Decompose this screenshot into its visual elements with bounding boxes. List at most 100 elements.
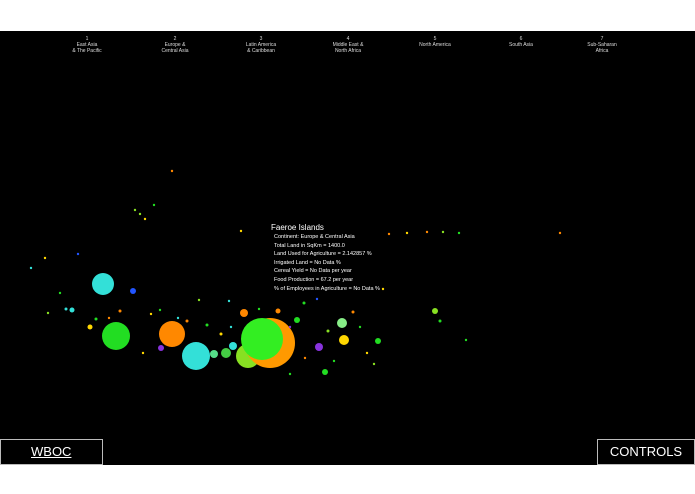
controls-button-label: CONTROLS	[609, 444, 683, 459]
tooltip-line: Cereal Yield = No Data per year	[274, 268, 352, 275]
region-name: Middle East & North Africa	[332, 42, 364, 54]
bubble-layer	[29, 169, 562, 376]
country-bubble[interactable]	[94, 317, 98, 321]
country-bubble[interactable]	[432, 308, 438, 314]
region-name: East Asia & The Pacific	[72, 42, 102, 54]
country-bubble[interactable]	[205, 323, 209, 327]
country-bubble[interactable]	[92, 273, 114, 295]
country-bubble[interactable]	[118, 309, 122, 313]
country-bubble[interactable]	[358, 325, 362, 329]
wboc-button[interactable]: WBOC	[0, 439, 103, 465]
country-bubble[interactable]	[275, 308, 281, 314]
region-name: North America	[419, 42, 451, 48]
country-bubble[interactable]	[197, 298, 201, 302]
country-bubble[interactable]	[464, 338, 468, 342]
region-number: 6	[519, 36, 523, 42]
region-name: South Asia	[509, 42, 533, 48]
country-bubble[interactable]	[425, 230, 429, 234]
bubble-plot[interactable]	[0, 31, 695, 465]
region-number: 3	[259, 36, 263, 42]
country-bubble[interactable]	[457, 231, 461, 235]
tooltip-line: Food Production = 67.2 per year	[274, 276, 354, 283]
country-bubble[interactable]	[29, 266, 33, 270]
tooltip-line: Land Used for Agriculture = 2.142857 %	[274, 251, 372, 258]
country-bubble[interactable]	[240, 309, 248, 317]
country-bubble[interactable]	[375, 338, 381, 344]
region-label-4[interactable]: 4 Middle East & North Africa	[313, 36, 383, 54]
country-bubble[interactable]	[221, 348, 231, 358]
country-bubble[interactable]	[176, 316, 180, 320]
country-bubble[interactable]	[182, 342, 210, 370]
country-bubble[interactable]	[303, 356, 307, 360]
country-bubble[interactable]	[133, 208, 137, 212]
region-number: 1	[85, 36, 89, 42]
country-bubble[interactable]	[257, 307, 261, 311]
region-name: Europe & Central Asia	[161, 42, 189, 54]
visualization-canvas[interactable]: 1 East Asia & The Pacific 2 Europe & Cen…	[0, 31, 695, 465]
region-number: 5	[433, 36, 437, 42]
region-name: Sub-Saharan Africa	[587, 42, 617, 54]
country-bubble[interactable]	[288, 372, 292, 376]
country-bubble[interactable]	[315, 297, 319, 301]
country-bubble[interactable]	[219, 332, 223, 336]
country-bubble[interactable]	[159, 321, 185, 347]
country-bubble[interactable]	[141, 351, 145, 355]
region-label-3[interactable]: 3 Latin America & Caribbean	[226, 36, 296, 54]
country-bubble[interactable]	[158, 345, 164, 351]
country-bubble[interactable]	[405, 231, 409, 235]
controls-button[interactable]: CONTROLS	[597, 439, 695, 465]
country-bubble[interactable]	[372, 362, 376, 366]
country-bubble[interactable]	[138, 212, 142, 216]
country-bubble[interactable]	[239, 229, 243, 233]
country-bubble[interactable]	[294, 317, 300, 323]
country-bubble[interactable]	[322, 369, 328, 375]
country-bubble[interactable]	[149, 312, 153, 316]
country-bubble[interactable]	[69, 307, 75, 313]
tooltip-line: Continent: Europe & Central Asia	[274, 234, 355, 240]
country-bubble[interactable]	[229, 325, 233, 329]
tooltip-line: % of Employees in Agriculture = No Data …	[274, 285, 380, 292]
country-bubble[interactable]	[107, 316, 111, 320]
country-tooltip: Faeroe Islands Continent: Europe & Centr…	[271, 223, 380, 293]
country-bubble[interactable]	[387, 232, 391, 236]
country-bubble[interactable]	[241, 318, 283, 360]
country-bubble[interactable]	[332, 359, 336, 363]
country-bubble[interactable]	[315, 343, 323, 351]
country-bubble[interactable]	[102, 322, 130, 350]
country-bubble[interactable]	[558, 231, 562, 235]
country-bubble[interactable]	[152, 203, 156, 207]
country-bubble[interactable]	[441, 230, 445, 234]
country-bubble[interactable]	[288, 325, 292, 329]
region-label-2[interactable]: 2 Europe & Central Asia	[140, 36, 210, 54]
country-bubble[interactable]	[229, 342, 237, 350]
country-bubble[interactable]	[337, 318, 347, 328]
wboc-button-label: WBOC	[31, 444, 72, 459]
region-label-5[interactable]: 5 North America	[400, 36, 470, 48]
country-bubble[interactable]	[210, 350, 218, 358]
country-bubble[interactable]	[76, 252, 80, 256]
country-bubble[interactable]	[87, 324, 93, 330]
country-bubble[interactable]	[381, 287, 385, 291]
country-bubble[interactable]	[158, 308, 162, 312]
country-bubble[interactable]	[365, 351, 369, 355]
country-bubble[interactable]	[438, 319, 442, 323]
region-number: 4	[346, 36, 350, 42]
region-label-7[interactable]: 7 Sub-Saharan Africa	[567, 36, 637, 54]
region-label-1[interactable]: 1 East Asia & The Pacific	[52, 36, 122, 54]
country-bubble[interactable]	[170, 169, 174, 173]
country-bubble[interactable]	[143, 217, 147, 221]
country-bubble[interactable]	[351, 310, 355, 314]
country-bubble[interactable]	[227, 299, 231, 303]
country-bubble[interactable]	[43, 256, 47, 260]
region-name: Latin America & Caribbean	[245, 42, 277, 54]
country-bubble[interactable]	[130, 288, 136, 294]
country-bubble[interactable]	[302, 301, 306, 305]
country-bubble[interactable]	[339, 335, 349, 345]
country-bubble[interactable]	[64, 307, 68, 311]
region-number: 2	[173, 36, 177, 42]
country-bubble[interactable]	[58, 291, 62, 295]
country-bubble[interactable]	[185, 319, 189, 323]
country-bubble[interactable]	[326, 329, 330, 333]
country-bubble[interactable]	[46, 311, 50, 315]
region-label-6[interactable]: 6 South Asia	[486, 36, 556, 48]
